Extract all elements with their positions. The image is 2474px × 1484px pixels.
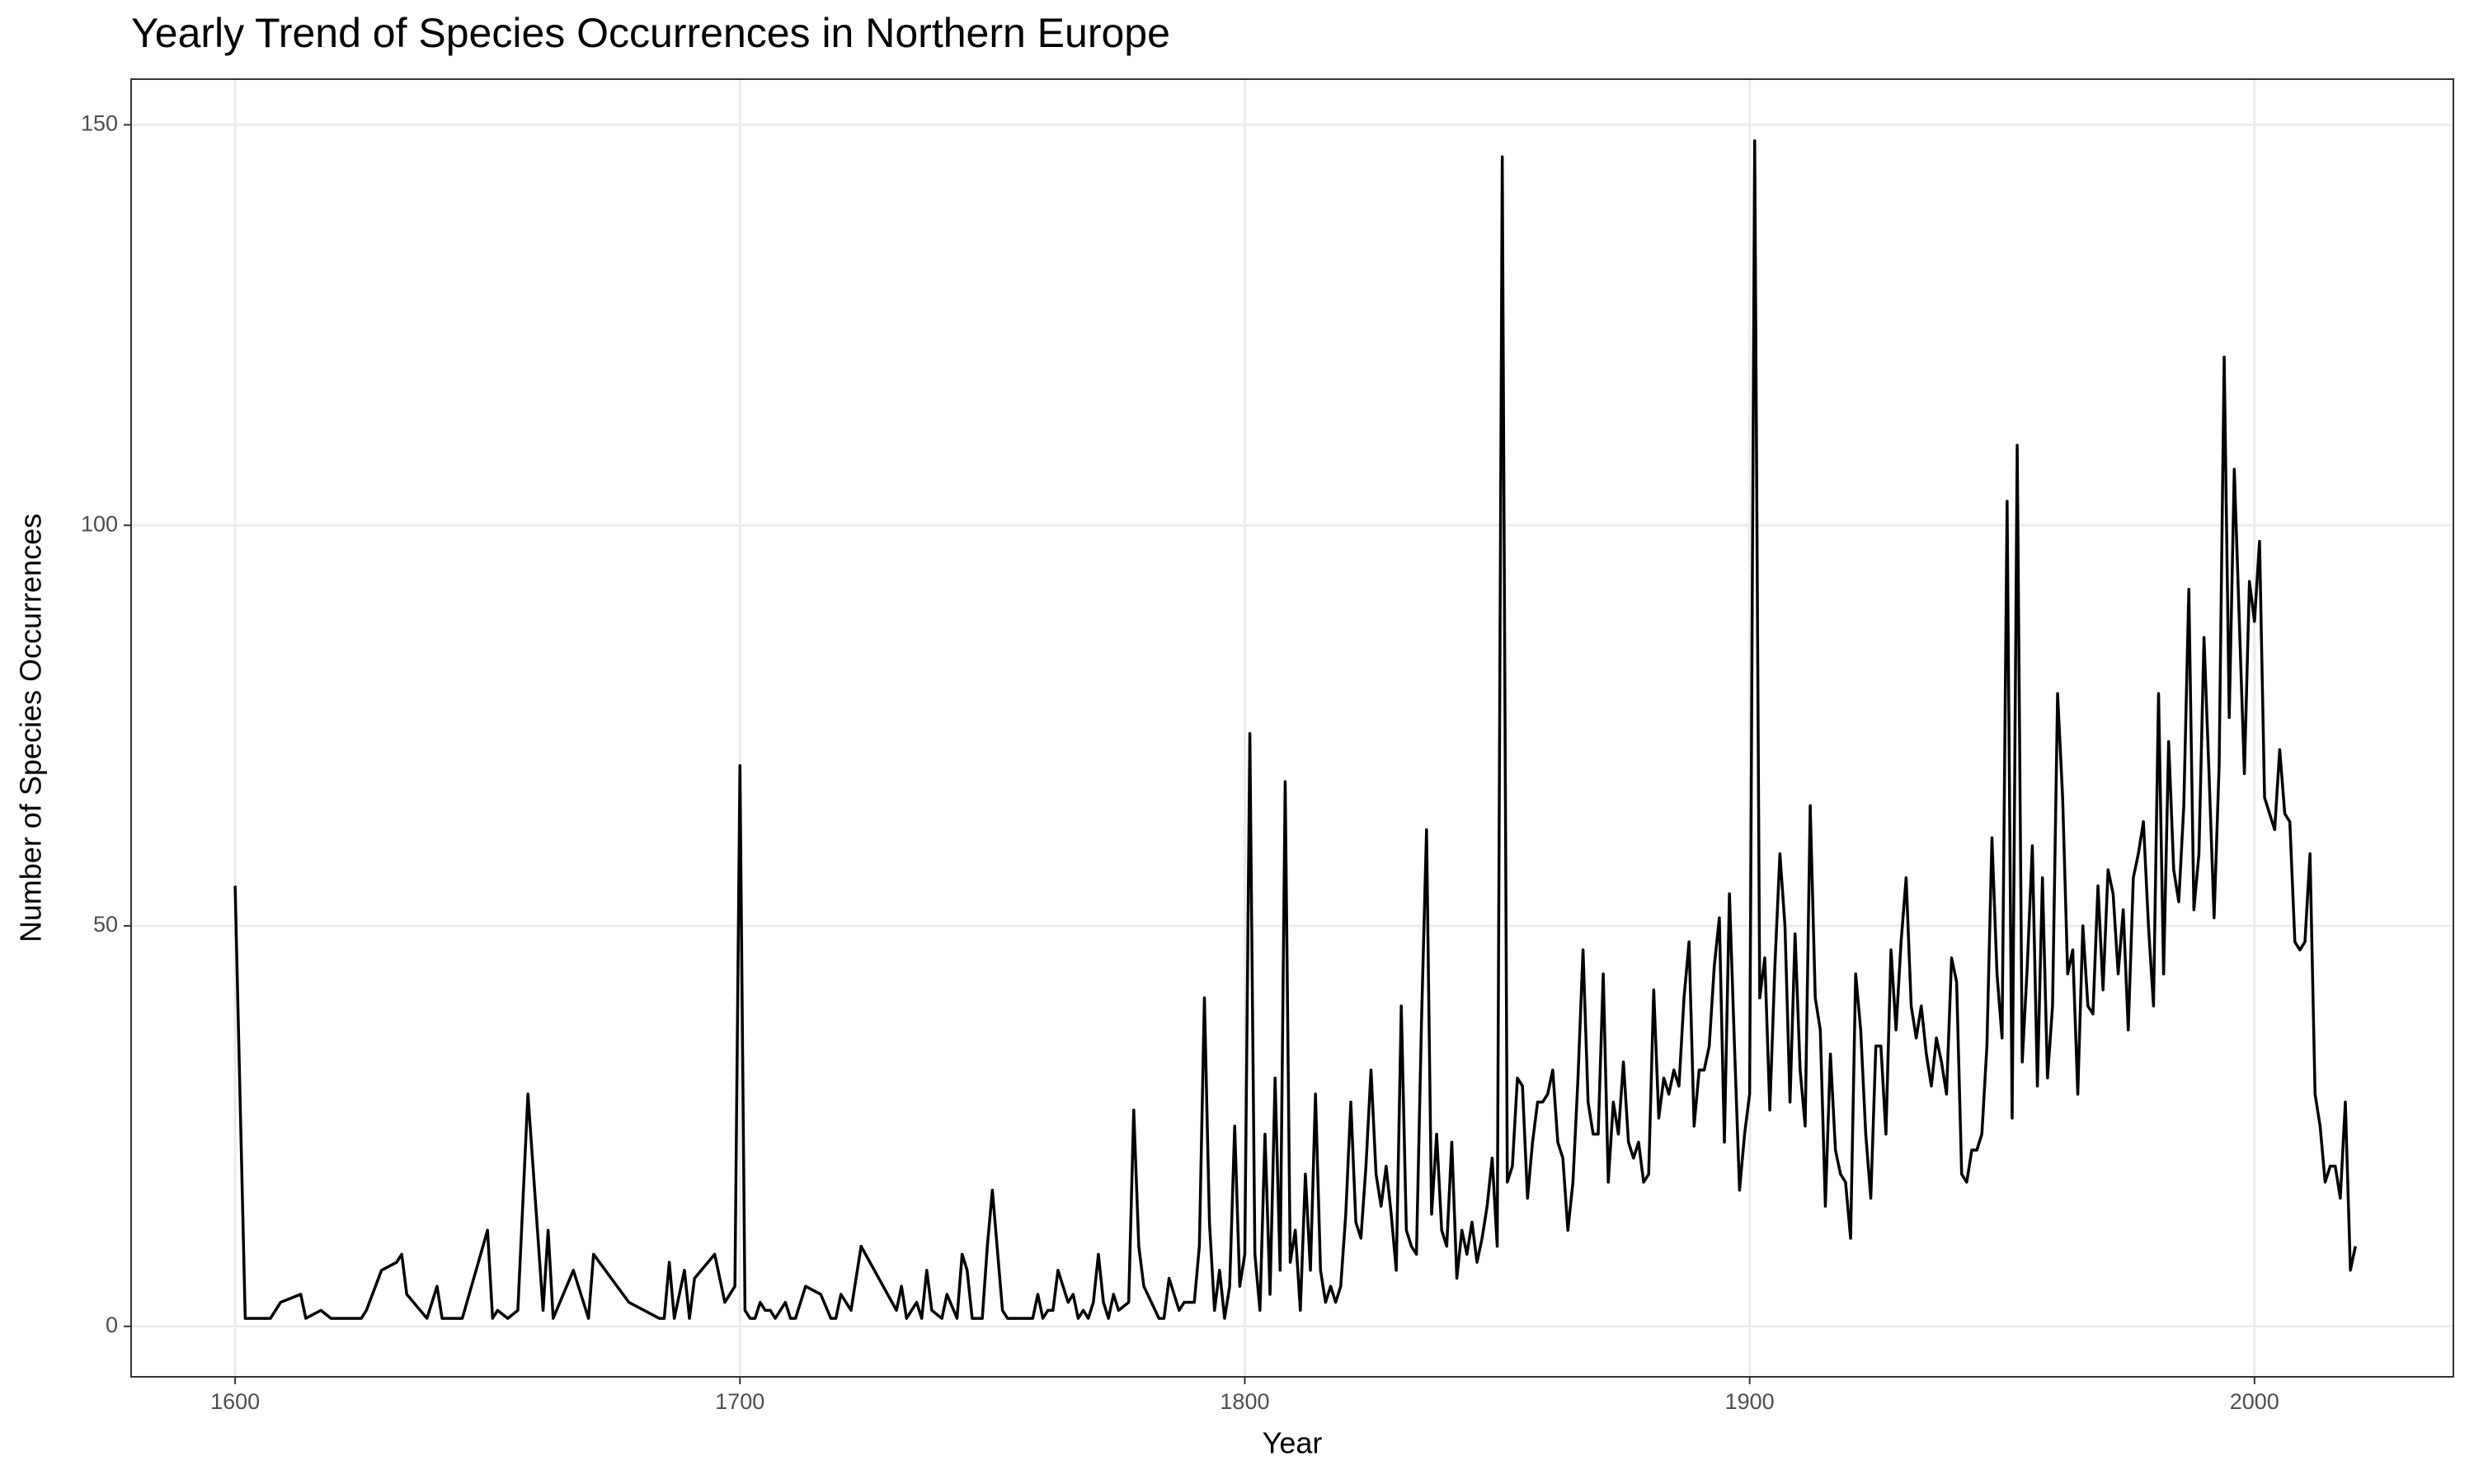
- data-line: [233, 139, 2357, 1320]
- y-tick-label: 50: [93, 912, 118, 937]
- plot-border: [130, 78, 2454, 1378]
- y-tick-label: 0: [106, 1313, 118, 1337]
- x-tick-label: 2000: [2230, 1389, 2279, 1414]
- y-axis-title: Number of Species Occurrences: [14, 514, 48, 942]
- y-tick-label: 150: [81, 111, 118, 136]
- x-axis-title: Year: [1263, 1426, 1323, 1460]
- x-tick-label: 1700: [715, 1389, 764, 1414]
- chart-title: Yearly Trend of Species Occurrences in N…: [131, 10, 1170, 56]
- x-tick-label: 1900: [1725, 1389, 1775, 1414]
- x-tick-label: 1600: [210, 1389, 260, 1414]
- x-tick-label: 1800: [1220, 1389, 1269, 1414]
- y-tick-label: 100: [81, 511, 118, 536]
